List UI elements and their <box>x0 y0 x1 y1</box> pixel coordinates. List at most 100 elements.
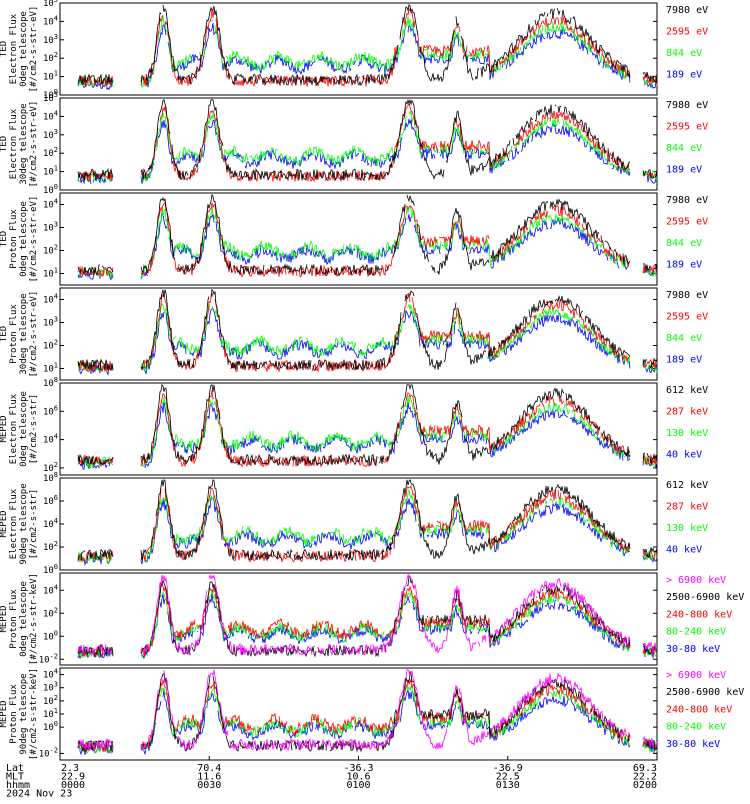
y-axis-label-line: TED <box>0 231 9 247</box>
y-axis-label: MEPED Electron Flux 0deg telescope [#/cm2-s… <box>0 391 39 467</box>
x-tick-time: 0000 <box>61 780 85 791</box>
y-axis-label: TED Proton Flux 30deg telescope [#/cm2-s-st… <box>0 291 39 378</box>
y-tick-label: 102 <box>43 339 58 352</box>
y-axis-label-line: 90deg telescope <box>19 483 29 564</box>
legend-entry: 2595 eV <box>666 217 708 228</box>
series-trace-black <box>77 478 658 562</box>
y-axis-label-line: TED <box>0 326 9 342</box>
y-axis-label-line: MEPED <box>0 415 9 442</box>
y-tick-label: 102 <box>43 694 58 707</box>
legend-entry: 189 eV <box>666 165 702 176</box>
series-trace-black <box>77 288 658 372</box>
y-tick-label: 106 <box>43 494 58 507</box>
panel-5: 102 104 106 108 MEPED Electron Flux 0deg teles… <box>0 376 708 476</box>
series-trace-red <box>77 292 658 373</box>
y-axis-label-line: Proton Flux <box>9 589 19 649</box>
legend-entry: 130 keV <box>666 523 708 534</box>
y-axis-label-line: Electron Flux <box>9 488 19 559</box>
y-axis-label-line: MEPED <box>0 510 9 537</box>
y-tick-label: 105 <box>43 0 58 9</box>
y-axis-label-line: Electron Flux <box>9 393 19 464</box>
panel-4: 101 102 103 104 TED Proton Flux 30deg telescop… <box>0 287 708 381</box>
x-tick-mlt: 22.5 <box>496 772 520 783</box>
legend-entry: 240-800 keV <box>666 609 732 620</box>
panel-frame <box>59 192 658 286</box>
x-tick-mlt: 10.6 <box>346 772 370 783</box>
y-tick-label: 108 <box>43 376 58 389</box>
y-tick-label: 103 <box>43 128 58 141</box>
x-tick-mlt: 22.2 <box>633 772 657 783</box>
y-tick-label: 104 <box>43 583 58 596</box>
series-trace-green <box>77 685 658 755</box>
x-tick-time: 0200 <box>633 780 657 791</box>
legend-entry: 30-80 keV <box>666 739 720 750</box>
legend-entry: 612 keV <box>666 480 708 491</box>
series-trace-green <box>77 488 658 564</box>
legend-entry: 287 keV <box>666 407 708 418</box>
legend-entry: 7980 eV <box>666 5 708 16</box>
y-axis-label-line: Proton Flux <box>9 684 19 744</box>
series-trace-black <box>77 98 658 182</box>
y-axis-label-line: [#/cm2-s-str-eV] <box>29 101 39 188</box>
y-axis-label-line: [#/cm2-s-str] <box>29 489 39 559</box>
legend-entry: 2500-6900 keV <box>666 687 744 698</box>
legend-entry: 844 eV <box>666 238 702 249</box>
panel-1: 100 101 102 103 104 105 TED Electron Flux 0deg t… <box>0 0 708 101</box>
y-axis-label-line: MEPED <box>0 700 9 727</box>
series-trace-magenta <box>77 669 658 752</box>
y-tick-label: 105 <box>43 91 58 104</box>
y-tick-label: 100 <box>43 183 58 196</box>
y-axis-label-line: 0deg telescope <box>19 391 29 467</box>
x-tick-time: 0100 <box>346 780 370 791</box>
y-axis-label-line: 0deg telescope <box>19 11 29 87</box>
panel-7: 10-2 100 102 104 MEPED Proton Flux 0deg telesc… <box>0 572 744 666</box>
series-trace-black <box>77 4 658 87</box>
legend-entry: 2595 eV <box>666 27 708 38</box>
legend-entry: 80-240 keV <box>666 722 726 733</box>
y-axis-label-line: Proton Flux <box>9 304 19 364</box>
y-tick-label: 10-2 <box>39 746 58 759</box>
y-axis-label-line: 30deg telescope <box>19 103 29 184</box>
y-axis-label-line: Proton Flux <box>9 209 19 269</box>
y-axis-label-line: 90deg telescope <box>19 673 29 754</box>
y-tick-label: 102 <box>43 244 58 257</box>
series-trace-red <box>77 582 658 658</box>
y-tick-label: 101 <box>43 362 58 375</box>
x-row-label: MLT <box>6 772 24 783</box>
y-tick-label: 102 <box>43 461 58 474</box>
y-tick-label: 104 <box>43 433 58 446</box>
y-tick-label: 103 <box>43 33 58 46</box>
y-axis-label-line: [#/cm2-s-str-keV] <box>29 573 39 665</box>
legend-entry: 2500-6900 keV <box>666 592 744 603</box>
y-tick-label: 104 <box>43 517 58 530</box>
legend-entry: 240-800 keV <box>666 704 732 715</box>
y-axis-label: TED Electron Flux 0deg telescope [#/cm2-s-s… <box>0 6 39 93</box>
y-tick-label: 100 <box>43 563 58 576</box>
y-tick-label: 103 <box>43 221 58 234</box>
y-tick-label: 102 <box>43 146 58 159</box>
y-tick-label: 102 <box>43 51 58 64</box>
legend-entry: 40 keV <box>666 545 702 556</box>
y-axis-label-line: TED <box>0 136 9 152</box>
series-trace-black <box>77 383 658 467</box>
x-row-label: hhmm <box>6 780 30 791</box>
legend-entry: 189 eV <box>666 260 702 271</box>
x-row-label: 2024 Nov 23 <box>6 789 72 800</box>
legend-entry: 2595 eV <box>666 312 708 323</box>
y-axis-label-line: Electron Flux <box>9 13 19 84</box>
y-axis-label: MEPED Electron Flux 90deg telescope [#/cm2-… <box>0 483 39 564</box>
x-tick-lat: -36.9 <box>493 763 523 774</box>
legend-entry: 844 eV <box>666 143 702 154</box>
y-tick-label: 100 <box>43 629 58 642</box>
series-trace-blue <box>77 402 658 470</box>
y-axis-label-line: Electron Flux <box>9 108 19 179</box>
y-tick-label: 102 <box>43 540 58 553</box>
series-trace-green <box>77 111 658 183</box>
y-tick-label: 108 <box>43 471 58 484</box>
y-axis-label: TED Proton Flux 0deg telescope [#/cm2-s-str… <box>0 196 39 283</box>
x-tick-time: 0030 <box>197 780 221 791</box>
y-tick-label: 101 <box>43 707 58 720</box>
